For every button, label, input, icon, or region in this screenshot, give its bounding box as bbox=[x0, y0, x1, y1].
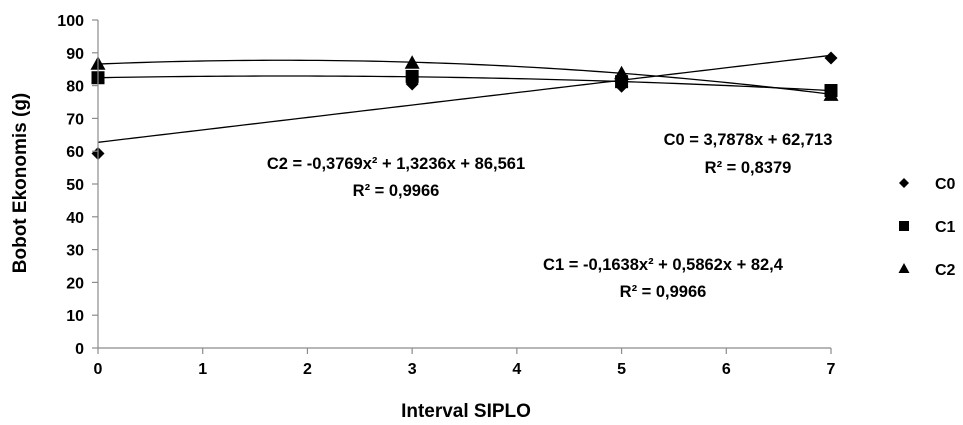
x-tick-label: 2 bbox=[303, 361, 312, 378]
x-tick-label: 3 bbox=[408, 361, 417, 378]
y-tick-label: 90 bbox=[66, 46, 84, 63]
y-tick-label: 70 bbox=[66, 111, 84, 128]
legend: C0 C1 C2 bbox=[898, 176, 956, 279]
x-tick-label: 6 bbox=[722, 361, 731, 378]
point-c1 bbox=[405, 69, 419, 83]
y-tick-label: 80 bbox=[66, 79, 84, 96]
x-tick-label: 7 bbox=[827, 361, 836, 378]
point-c0 bbox=[824, 51, 838, 65]
trendline-c0 bbox=[97, 54, 832, 143]
c2-equation-label: C2 = -0,3769x² + 1,3236x + 86,561 bbox=[267, 155, 525, 173]
y-axis-title: Bobot Ekonomis (g) bbox=[10, 93, 31, 273]
x-tick-label: 1 bbox=[198, 361, 207, 378]
x-tick-label: 0 bbox=[94, 361, 103, 378]
c1-equation-label: C1 = -0,1638x² + 0,5862x + 82,4 bbox=[543, 256, 784, 274]
legend-label-c1: C1 bbox=[935, 219, 956, 236]
trendline-c2 bbox=[97, 59, 832, 95]
x-tick-label: 4 bbox=[512, 361, 521, 378]
point-c2 bbox=[823, 87, 839, 101]
x-tick-labels: 0 1 2 3 4 5 6 7 bbox=[94, 361, 836, 378]
trendline-c1 bbox=[97, 75, 832, 92]
y-tick-label: 60 bbox=[66, 144, 84, 161]
y-tick-label: 50 bbox=[66, 177, 84, 194]
c1-r2-label: R² = 0,9966 bbox=[620, 283, 707, 301]
legend-marker-c1 bbox=[899, 221, 909, 231]
y-tick-label: 20 bbox=[66, 275, 84, 292]
c2-r2-label: R² = 0,9966 bbox=[353, 182, 440, 200]
legend-label-c0: C0 bbox=[935, 176, 956, 193]
y-tick-label: 100 bbox=[57, 13, 84, 30]
x-axis-title: Interval SIPLO bbox=[401, 401, 531, 422]
y-tick-labels: 0 10 20 30 40 50 60 70 80 90 100 bbox=[57, 13, 84, 358]
point-c2 bbox=[614, 65, 630, 80]
y-tick-label: 0 bbox=[75, 341, 84, 358]
c0-r2-label: R² = 0,8379 bbox=[705, 159, 792, 177]
legend-marker-c0 bbox=[899, 178, 909, 188]
c0-equation-label: C0 = 3,7878x + 62,713 bbox=[664, 131, 833, 149]
y-tick-label: 40 bbox=[66, 210, 84, 227]
point-c2 bbox=[404, 55, 420, 69]
axes bbox=[92, 19, 832, 354]
y-tick-label: 30 bbox=[66, 243, 84, 260]
y-tick-label: 10 bbox=[66, 308, 84, 325]
trendlines bbox=[97, 54, 832, 143]
x-tick-label: 5 bbox=[617, 361, 626, 378]
data-markers bbox=[90, 51, 839, 160]
legend-label-c2: C2 bbox=[935, 262, 956, 279]
legend-marker-c2 bbox=[898, 263, 910, 273]
